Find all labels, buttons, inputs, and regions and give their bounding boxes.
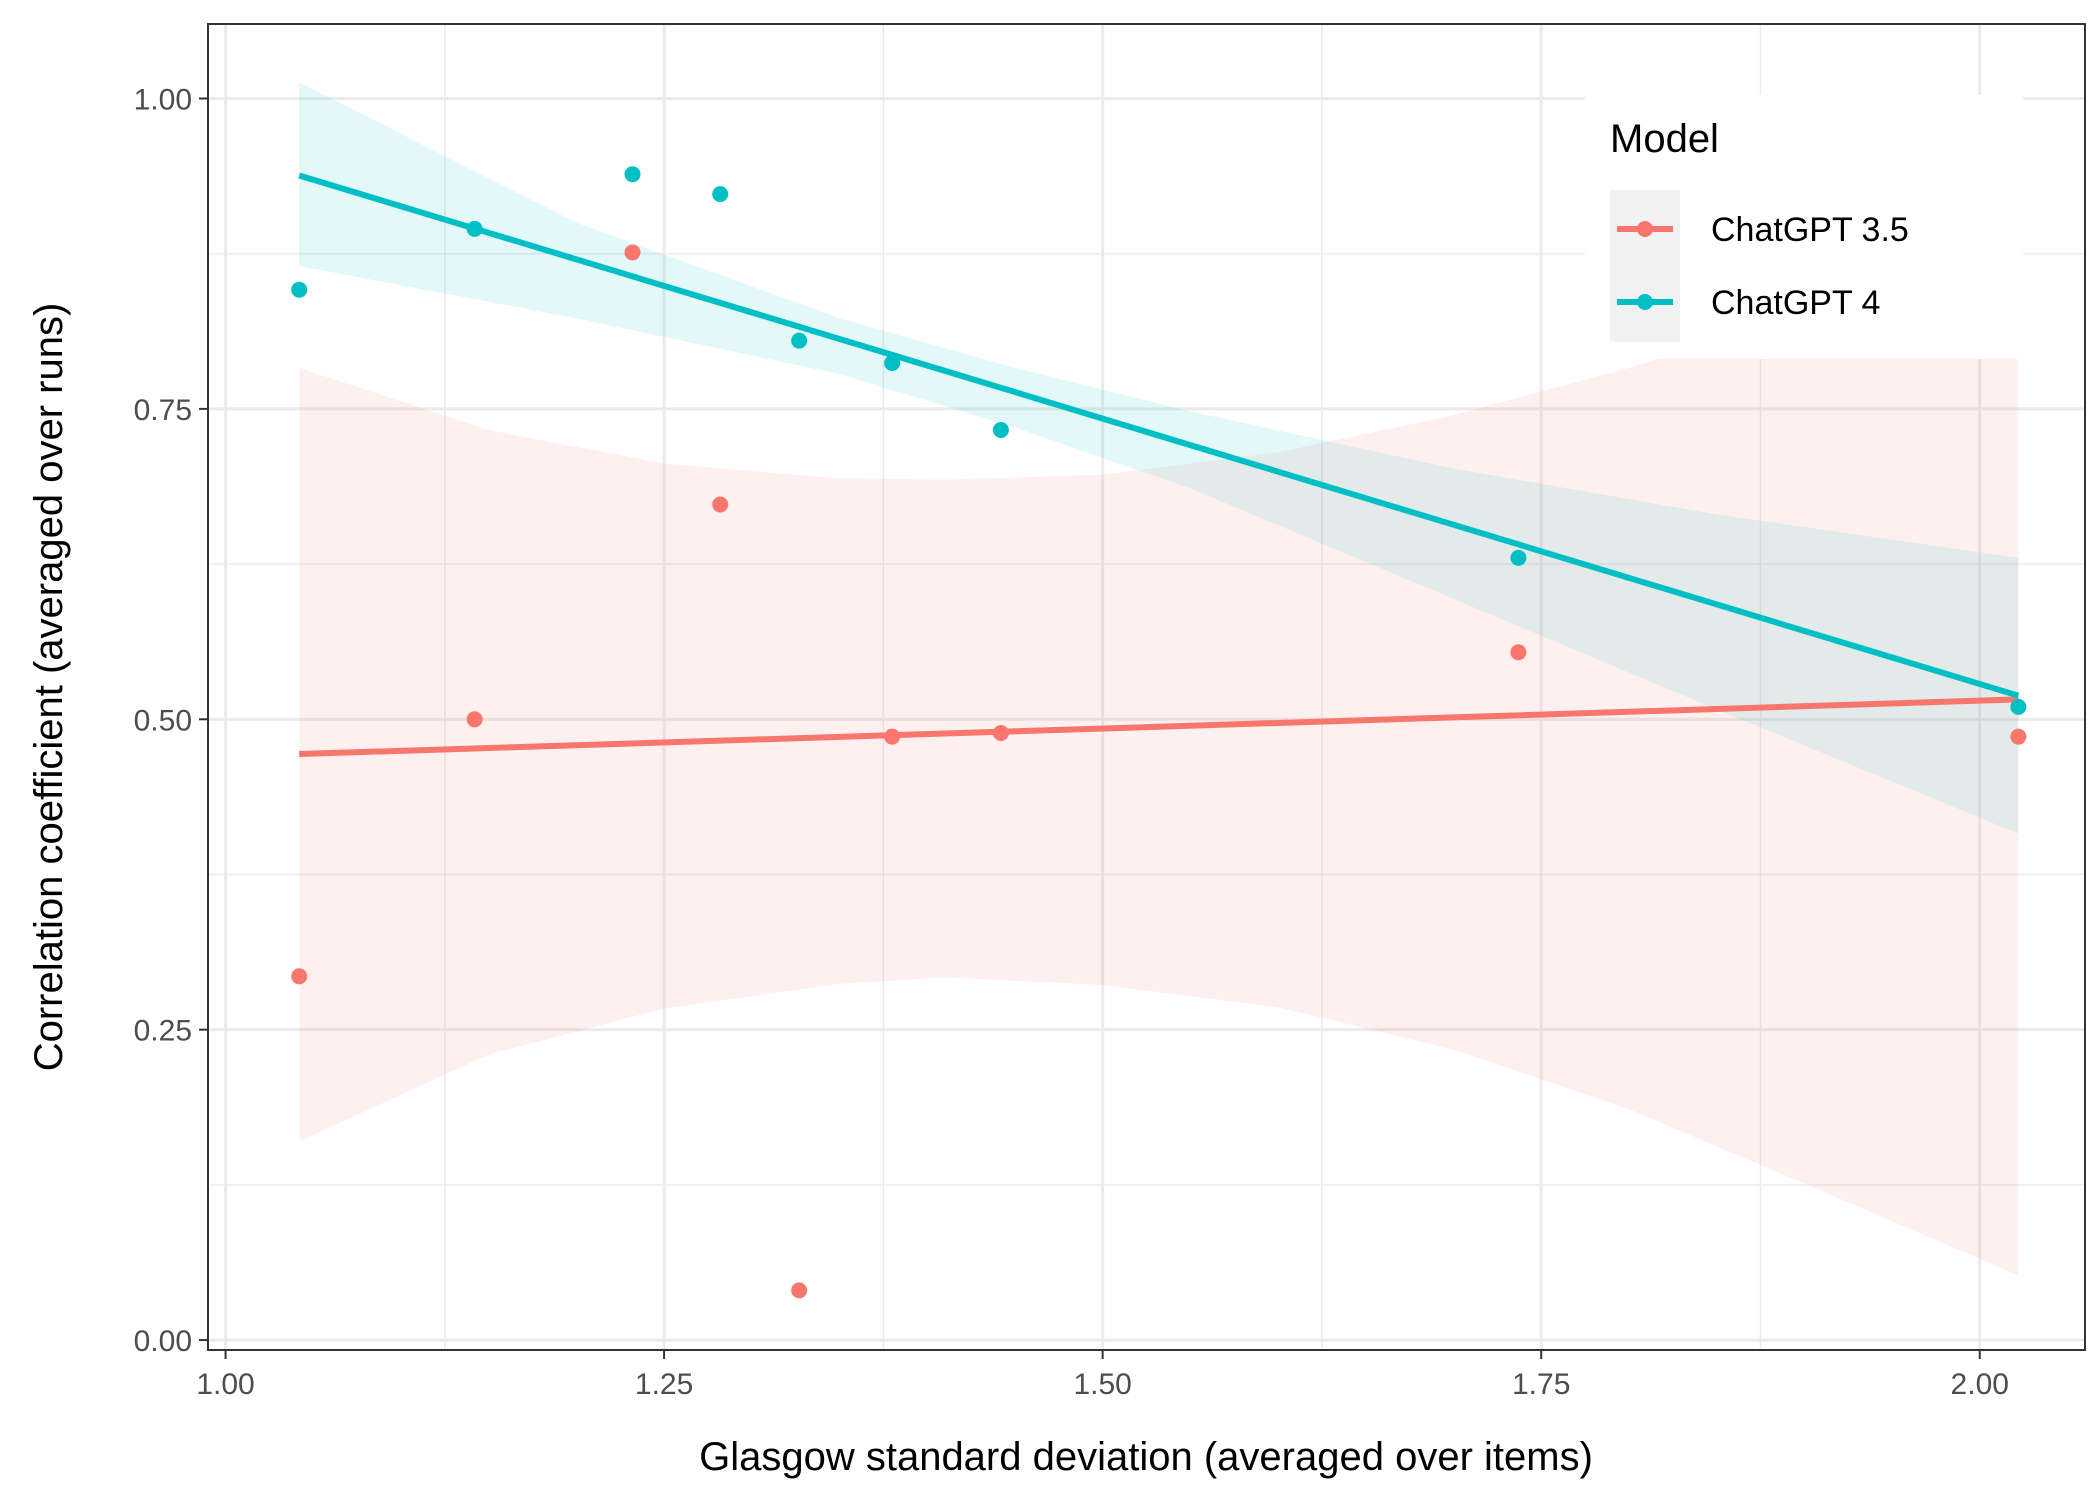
data-point-chatgpt-3-5 <box>466 711 483 728</box>
data-point-chatgpt-4 <box>884 354 901 371</box>
data-point-chatgpt-3-5 <box>291 968 308 985</box>
data-point-chatgpt-3-5 <box>1510 644 1527 661</box>
fit-line-chatgpt-3-5 <box>299 696 2019 758</box>
fit-line-chatgpt-4 <box>298 172 2020 699</box>
confidence-bands <box>299 82 2019 1276</box>
data-point-chatgpt-4 <box>791 332 808 349</box>
x-tick-label: 1.25 <box>635 1368 693 1401</box>
data-point-chatgpt-3-5 <box>712 496 729 513</box>
fit-lines <box>298 172 2020 758</box>
y-tick-label: 0.75 <box>134 394 192 427</box>
x-axis-ticks: 1.00 1.25 1.50 1.75 2.00 <box>196 1350 2009 1401</box>
data-point-chatgpt-3-5 <box>791 1282 808 1299</box>
legend-label-chatgpt-35: ChatGPT 3.5 <box>1711 211 1909 249</box>
x-tick-label: 1.00 <box>196 1368 254 1401</box>
legend-key-point-chatgpt-35 <box>1637 221 1653 237</box>
data-point-chatgpt-3-5 <box>2010 728 2027 745</box>
data-point-chatgpt-4 <box>992 421 1009 438</box>
legend-title: Model <box>1610 117 1719 161</box>
data-point-chatgpt-3-5 <box>992 724 1009 741</box>
y-tick-label: 0.50 <box>134 704 192 737</box>
data-point-chatgpt-3-5 <box>884 728 901 745</box>
data-point-chatgpt-4 <box>291 281 308 298</box>
data-point-chatgpt-4 <box>2010 698 2027 715</box>
data-point-chatgpt-4 <box>624 166 641 183</box>
legend-key-point-chatgpt-4 <box>1637 294 1653 310</box>
confidence-band-chatgpt-4 <box>299 82 2019 834</box>
x-tick-label: 1.50 <box>1073 1368 1131 1401</box>
data-point-chatgpt-3-5 <box>624 244 641 261</box>
x-tick-label: 2.00 <box>1951 1368 2009 1401</box>
data-point-chatgpt-4 <box>1510 549 1527 566</box>
data-point-chatgpt-4 <box>712 186 729 203</box>
plot-panel-border <box>207 23 2086 1351</box>
y-tick-label: 0.25 <box>134 1015 192 1048</box>
y-axis-ticks: 0.00 0.25 0.50 0.75 1.00 <box>134 83 208 1358</box>
data-point-chatgpt-4 <box>466 220 483 237</box>
x-axis-title: Glasgow standard deviation (averaged ove… <box>699 1435 1593 1479</box>
x-tick-label: 1.75 <box>1512 1368 1570 1401</box>
y-tick-label: 0.00 <box>134 1325 192 1358</box>
legend-label-chatgpt-4: ChatGPT 4 <box>1711 284 1880 322</box>
y-tick-label: 1.00 <box>134 83 192 116</box>
legend: Model ChatGPT 3.5 ChatGPT 4 <box>1585 95 2023 359</box>
y-axis-title: Correlation coefficient (averaged over r… <box>27 303 71 1072</box>
data-points <box>291 166 2027 1299</box>
confidence-band-chatgpt-3-5 <box>299 247 2019 1276</box>
grid-lines <box>208 24 2085 1350</box>
